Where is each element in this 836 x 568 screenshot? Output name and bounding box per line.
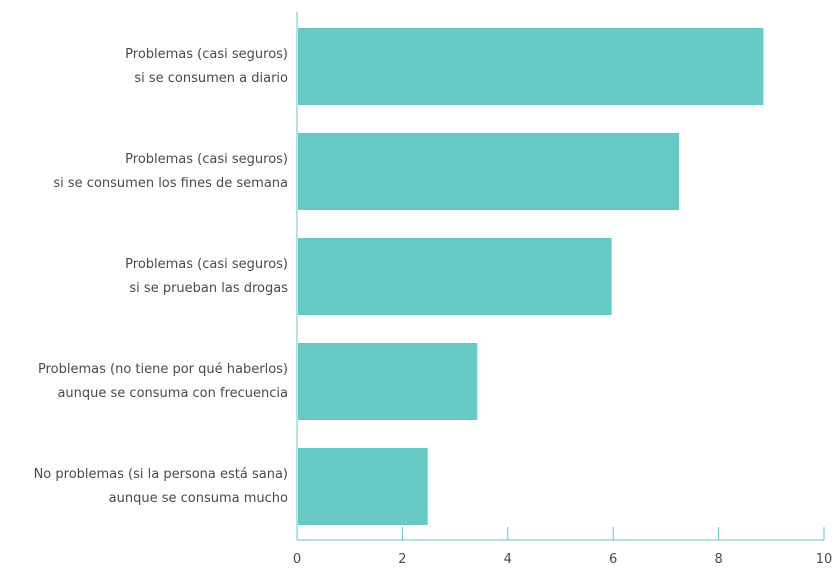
axis-layer: [296, 12, 824, 541]
x-tick-label: 10: [816, 552, 833, 567]
bar-5: [298, 448, 428, 525]
x-tick-label: 8: [714, 552, 722, 567]
x-tick-label: 4: [504, 552, 512, 567]
category-label-line: si se prueban las drogas: [129, 281, 288, 296]
category-label-2: Problemas (casi seguros) si se consumen l…: [53, 152, 288, 191]
category-label-line: Problemas (no tiene por qué haberlos): [38, 362, 288, 377]
category-label-4: Problemas (no tiene por qué haberlos) aun…: [38, 362, 288, 401]
category-label-line: si se consumen a diario: [134, 71, 288, 86]
category-label-line: aunque se consuma mucho: [109, 491, 288, 506]
x-tick-label: 6: [609, 552, 617, 567]
category-labels-layer: Problemas (casi seguros) si se consumen a…: [34, 47, 289, 506]
category-label-line: Problemas (casi seguros): [125, 152, 288, 167]
x-tick-label: 0: [293, 552, 301, 567]
category-label-line: aunque se consuma con frecuencia: [57, 386, 288, 401]
category-label-line: No problemas (si la persona está sana): [34, 467, 288, 482]
category-label-5: No problemas (si la persona está sana) au…: [34, 467, 288, 506]
bars-layer: [298, 28, 764, 525]
category-label-3: Problemas (casi seguros) si se prueban la…: [125, 257, 288, 296]
bar-3: [298, 238, 612, 315]
category-label-line: si se consumen los fines de semana: [53, 176, 288, 191]
category-label-line: Problemas (casi seguros): [125, 257, 288, 272]
x-tick-label: 2: [398, 552, 406, 567]
bar-2: [298, 133, 680, 210]
bar-4: [298, 343, 478, 420]
bar-1: [298, 28, 764, 105]
category-label-line: Problemas (casi seguros): [125, 47, 288, 62]
x-ticks-layer: 0 2 4 6 8 10: [293, 527, 832, 567]
category-label-1: Problemas (casi seguros) si se consumen a…: [125, 47, 288, 86]
